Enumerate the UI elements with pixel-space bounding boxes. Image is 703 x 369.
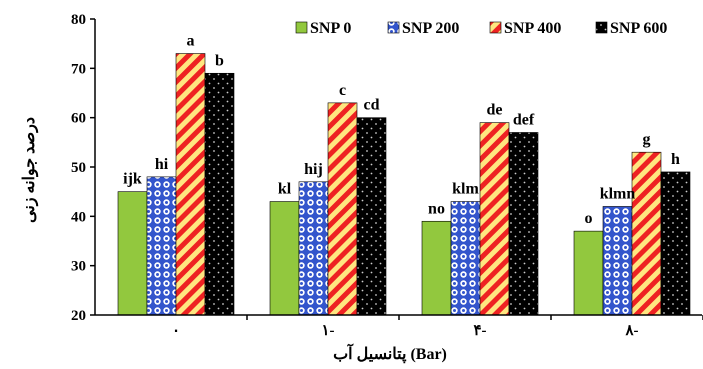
bar [573,230,604,316]
significance-label: a [187,33,195,50]
bar [204,72,235,316]
significance-label: de [487,102,503,119]
significance-label: kl [278,181,292,198]
significance-label: h [671,151,680,168]
bar [660,171,691,316]
significance-label: klm [452,181,479,198]
bar [327,102,358,316]
legend-swatch [387,21,400,34]
legend-label: SNP 200 [402,20,459,37]
bar [631,151,662,316]
y-tick-label: 60 [71,111,86,127]
significance-label: klmn [600,185,636,202]
y-axis-title: درصد جوانه زنی [21,117,39,223]
significance-label: hij [304,161,323,178]
y-tick-label: 20 [71,308,86,324]
bar [602,206,633,316]
bar [421,220,452,316]
y-tick-label: 70 [71,61,86,77]
significance-label: cd [364,97,380,114]
x-axis-title: پتانسیل آب (Bar) [333,342,447,364]
legend: SNP 0 SNP 200 SNP 400 SNP 600 [295,20,667,37]
y-tick-label: 80 [71,12,86,28]
legend-label: SNP 600 [610,20,667,37]
x-tick-label: ٨- [624,323,638,339]
significance-label: hi [155,156,169,173]
bar [450,201,481,316]
significance-label: c [339,82,346,99]
x-axis-ticks: ٠ ١- ۴- ٨- [172,315,703,339]
x-tick-label: ۴- [473,323,486,339]
significance-label: o [585,210,593,227]
y-axis-ticks: 20 30 40 50 60 70 80 [71,12,95,324]
bar [146,176,177,316]
bar [508,132,539,316]
bar [175,53,206,316]
significance-label: no [428,200,445,217]
x-tick-label: ١- [321,323,334,339]
bar [298,181,329,316]
legend-swatch [595,21,608,34]
bar [269,201,300,316]
x-tick-label: ٠ [172,323,180,339]
y-tick-label: 50 [71,160,86,176]
legend-swatch [489,21,502,34]
significance-label: def [513,111,535,128]
bars [117,53,691,316]
significance-label: b [215,52,224,69]
bar [356,117,387,316]
legend-swatch [295,21,308,34]
legend-label: SNP 0 [310,20,351,37]
y-tick-label: 30 [71,259,86,275]
y-tick-label: 40 [71,209,86,225]
legend-label: SNP 400 [504,20,561,37]
bar [479,122,510,316]
significance-label: g [643,131,651,148]
significance-label: ijk [123,171,142,188]
bar [117,191,148,316]
